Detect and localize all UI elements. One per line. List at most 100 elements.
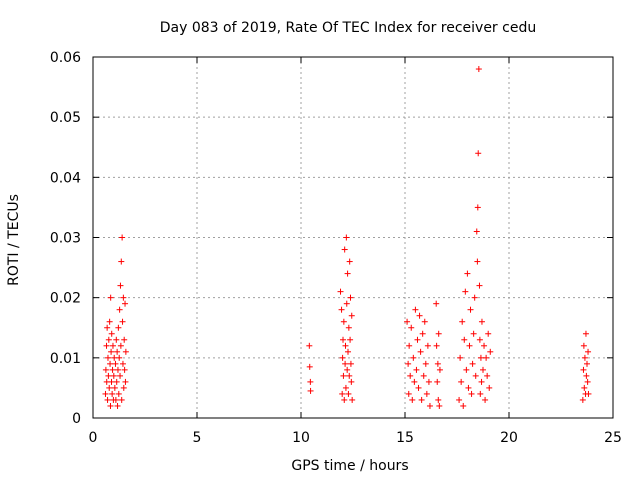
data-point: [426, 402, 433, 409]
x-tick-label: 5: [193, 430, 202, 446]
data-point: [114, 402, 121, 409]
data-point: [348, 312, 355, 319]
data-point: [476, 282, 483, 289]
data-point: [119, 318, 126, 325]
data-point: [107, 294, 114, 301]
data-point: [581, 384, 588, 391]
data-point: [416, 312, 423, 319]
data-point: [463, 366, 470, 373]
data-point: [116, 306, 123, 313]
data-point: [341, 396, 348, 403]
data-point: [348, 378, 355, 385]
data-point: [475, 66, 482, 73]
data-point: [482, 396, 489, 403]
data-point: [467, 306, 474, 313]
data-point: [420, 372, 427, 379]
data-point: [345, 324, 352, 331]
data-point: [122, 348, 129, 355]
data-point: [406, 342, 413, 349]
data-point: [404, 318, 411, 325]
data-point: [113, 336, 120, 343]
data-point: [415, 384, 422, 391]
data-point: [580, 342, 587, 349]
data-point: [469, 360, 476, 367]
data-point: [460, 402, 467, 409]
data-point: [108, 330, 115, 337]
data-point: [340, 318, 347, 325]
data-point: [418, 396, 425, 403]
data-point: [111, 384, 118, 391]
data-point: [349, 396, 356, 403]
data-point: [342, 360, 349, 367]
data-point: [405, 390, 412, 397]
data-point: [410, 354, 417, 361]
x-axis-ticks: 0 5 10 15 20 25: [89, 57, 622, 446]
data-point: [117, 342, 124, 349]
data-point: [109, 390, 116, 397]
data-point: [478, 378, 485, 385]
data-point: [468, 390, 475, 397]
data-point: [104, 396, 111, 403]
y-tick-label: 0.03: [50, 231, 81, 247]
data-point: [342, 342, 349, 349]
data-point: [476, 336, 483, 343]
data-point: [107, 360, 114, 367]
data-point: [339, 354, 346, 361]
data-point: [465, 384, 472, 391]
data-point: [582, 330, 589, 337]
data-point: [421, 318, 428, 325]
y-tick-label: 0: [72, 411, 81, 427]
data-point: [340, 336, 347, 343]
data-point: [485, 330, 492, 337]
data-point: [579, 396, 586, 403]
data-point: [585, 390, 592, 397]
data-point: [110, 372, 117, 379]
data-point: [103, 342, 110, 349]
data-point: [112, 360, 119, 367]
data-point: [106, 384, 113, 391]
data-point: [478, 318, 485, 325]
data-point: [107, 402, 114, 409]
data-point: [474, 258, 481, 265]
data-point: [307, 387, 314, 394]
data-point: [422, 360, 429, 367]
data-point: [435, 396, 442, 403]
data-point: [470, 330, 477, 337]
data-point: [417, 348, 424, 355]
data-point: [340, 372, 347, 379]
data-point: [105, 372, 112, 379]
data-point: [306, 363, 313, 370]
data-point: [480, 366, 486, 373]
y-tick-label: 0.04: [50, 170, 81, 186]
chart-title: Day 083 of 2019, Rate Of TEC Index for r…: [160, 20, 536, 36]
plot-frame: [92, 56, 614, 419]
data-point: [347, 294, 354, 301]
data-point: [425, 378, 432, 385]
data-point: [434, 378, 441, 385]
data-point: [115, 390, 122, 397]
data-point: [343, 300, 350, 307]
data-point: [412, 306, 419, 313]
data-point: [121, 336, 128, 343]
data-point: [464, 270, 471, 277]
data-point: [474, 204, 481, 211]
data-point: [106, 318, 113, 325]
data-point: [117, 372, 124, 379]
data-point: [414, 336, 421, 343]
data-point: [118, 396, 125, 403]
data-point: [424, 342, 431, 349]
data-point: [345, 348, 352, 355]
data-point: [436, 366, 443, 373]
data-point: [584, 360, 590, 367]
x-tick-label: 20: [500, 430, 518, 446]
data-point: [109, 366, 116, 373]
data-point: [114, 348, 121, 355]
data-point: [112, 396, 119, 403]
data-point: [121, 366, 128, 373]
data-point: [487, 348, 494, 355]
data-point: [346, 258, 353, 265]
data-point: [344, 270, 351, 277]
data-point: [117, 282, 124, 289]
data-point: [122, 300, 129, 307]
data-point: [436, 402, 443, 409]
